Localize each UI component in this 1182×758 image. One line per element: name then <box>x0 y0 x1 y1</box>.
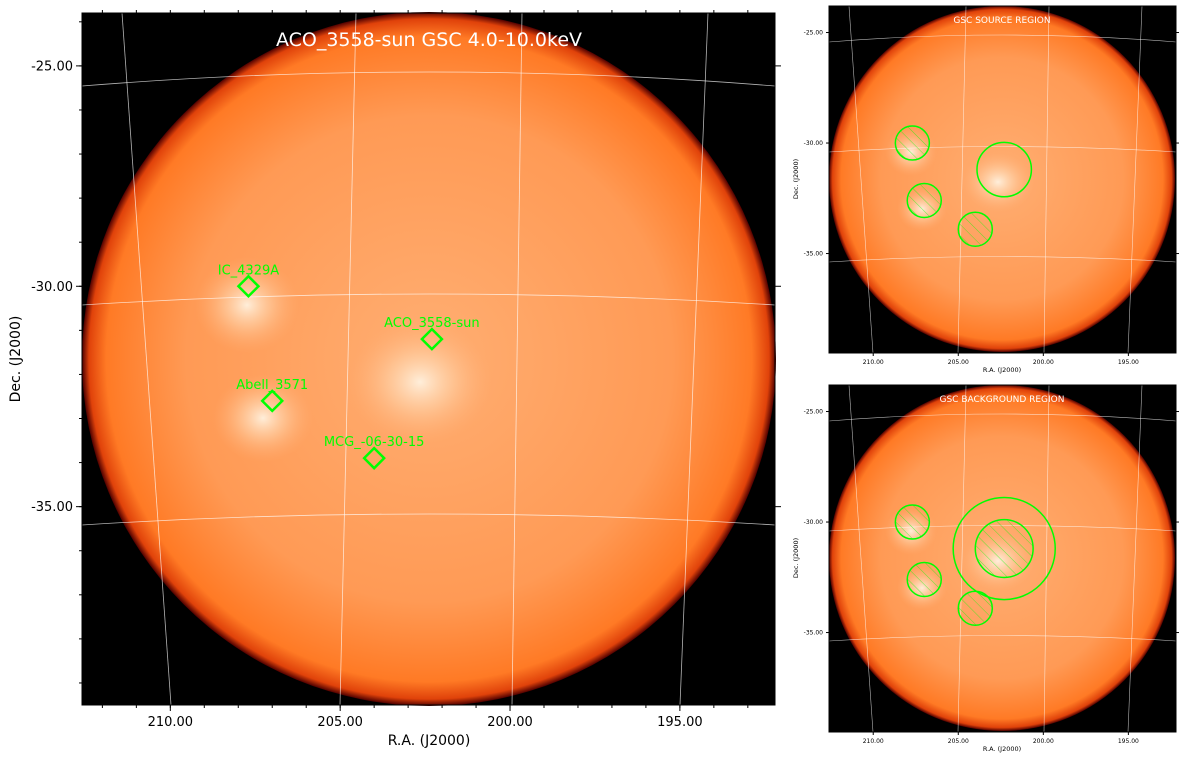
main-x-tick-label: 195.00 <box>657 715 703 730</box>
source-marker-label: ACO_3558-sun <box>384 316 480 331</box>
bkg-grid-ra-200 <box>1043 384 1050 733</box>
source-region-panel: GSC SOURCE REGION 210.00 205.00 200.00 195.… <box>792 5 1179 374</box>
source-excluded-region <box>894 125 931 161</box>
src-grid-dec-25 <box>828 34 1177 43</box>
source-marker <box>420 327 444 351</box>
background-excluded-region <box>957 590 994 626</box>
background-x-tick-label: 200.00 <box>1033 738 1054 745</box>
background-region-panel: GSC BACKGROUND REGION 210.00 205.00 200.00… <box>792 384 1179 753</box>
src-grid-ra-195 <box>1127 5 1143 354</box>
main-emission-abell3571 <box>213 374 313 462</box>
main-y-tick-label: -35.00 <box>31 500 73 515</box>
main-y-tick-label: -25.00 <box>31 59 73 74</box>
source-frame <box>828 5 1177 354</box>
background-coordinate-grid <box>828 384 1177 733</box>
source-marker <box>260 389 285 413</box>
background-x-axis-label: R.A. (J2000) <box>983 745 1021 753</box>
background-x-tick-label: 195.00 <box>1118 738 1139 745</box>
source-y-axis-label: Dec. (J2000) <box>792 159 800 199</box>
bkg-grid-ra-205 <box>957 384 967 733</box>
background-y-tick-label: -35.00 <box>804 630 824 637</box>
grid-ra-210 <box>121 12 172 706</box>
source-source-region <box>976 141 1033 198</box>
source-marker <box>362 446 386 470</box>
source-x-tick-label: 195.00 <box>1118 359 1139 366</box>
source-excluded-region <box>906 182 943 219</box>
grid-ra-195 <box>679 12 709 706</box>
source-y-tick-label: -25.00 <box>804 30 824 37</box>
background-x-tick-label: 205.00 <box>948 738 969 745</box>
main-frame <box>81 12 776 706</box>
grid-dec-25 <box>81 71 776 87</box>
main-x-tick-label: 210.00 <box>148 715 194 730</box>
source-emission-cluster <box>962 152 1034 212</box>
src-grid-dec-35 <box>828 256 1177 263</box>
background-excluded-region <box>894 504 931 540</box>
background-y-tick-label: -25.00 <box>804 409 824 416</box>
grid-dec-30 <box>81 293 776 306</box>
source-x-tick-label: 205.00 <box>948 359 969 366</box>
source-x-tick-label: 210.00 <box>863 359 884 366</box>
background-frame <box>828 384 1177 733</box>
background-y-tick-label: -30.00 <box>804 519 824 526</box>
source-y-tick-label: -35.00 <box>804 251 824 258</box>
main-skymap-panel: IC_4329A ACO_3558-sun Abell_3571 MCG_-06-30… <box>8 10 781 749</box>
source-panel-title: GSC SOURCE REGION <box>953 16 1050 26</box>
source-marker-label: MCG_-06-30-15 <box>324 435 425 450</box>
bkg-grid-ra-210 <box>848 384 874 733</box>
source-x-axis-label: R.A. (J2000) <box>983 366 1021 374</box>
main-title: ACO_3558-sun GSC 4.0-10.0keV <box>276 29 582 51</box>
source-y-tick-label: -30.00 <box>804 140 824 147</box>
grid-dec-35 <box>81 513 776 526</box>
bkg-grid-dec-25 <box>828 413 1177 422</box>
grid-ra-205 <box>339 12 357 706</box>
background-y-axis-label: Dec. (J2000) <box>792 538 800 578</box>
source-x-tick-label: 200.00 <box>1033 359 1054 366</box>
source-coordinate-grid <box>828 5 1177 354</box>
grid-ra-200 <box>511 12 523 706</box>
main-y-axis-label: Dec. (J2000) <box>8 316 24 403</box>
src-grid-dec-30 <box>828 146 1177 153</box>
bkg-grid-dec-35 <box>828 635 1177 642</box>
bkg-grid-ra-195 <box>1127 384 1143 733</box>
main-x-axis-label: R.A. (J2000) <box>388 733 471 749</box>
main-emission-ic4329a <box>195 257 299 353</box>
background-x-tick-label: 210.00 <box>863 738 884 745</box>
src-grid-ra-200 <box>1043 5 1050 354</box>
src-grid-ra-210 <box>848 5 874 354</box>
main-x-tick-label: 205.00 <box>317 715 363 730</box>
background-background-outer-region <box>952 496 1056 601</box>
source-marker-label: Abell_3571 <box>236 378 308 393</box>
main-y-tick-label: -30.00 <box>31 280 73 295</box>
main-x-tick-label: 200.00 <box>487 715 533 730</box>
source-marker <box>236 274 261 299</box>
main-coordinate-grid <box>81 12 776 706</box>
main-emission-cluster <box>348 320 492 444</box>
source-marker-label: IC_4329A <box>218 263 279 278</box>
background-panel-title: GSC BACKGROUND REGION <box>940 395 1065 405</box>
background-excluded-region <box>974 518 1034 579</box>
background-excluded-region <box>906 561 943 598</box>
source-excluded-region <box>957 211 994 247</box>
src-grid-ra-205 <box>957 5 967 354</box>
